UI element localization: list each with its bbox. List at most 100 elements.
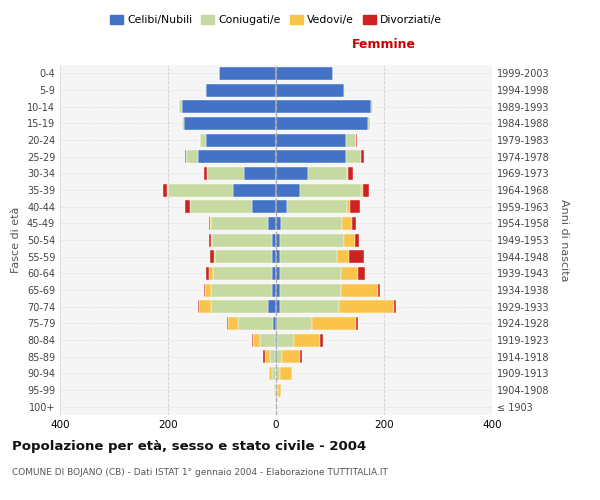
Bar (211, 284, 272, 296)
Bar (356, 134, 357, 146)
Bar (276, 150, 346, 163)
Bar (295, 334, 320, 346)
Bar (198, 300, 199, 313)
Bar (253, 334, 260, 346)
Bar (280, 284, 341, 296)
Legend: Celibi/Nubili, Coniugati/e, Vedovi/e, Divorziati/e: Celibi/Nubili, Coniugati/e, Vedovi/e, Di… (106, 10, 446, 29)
Bar (269, 350, 275, 363)
Bar (341, 267, 358, 280)
Bar (342, 217, 352, 230)
Text: Popolazione per età, sesso e stato civile - 2004: Popolazione per età, sesso e stato civil… (12, 440, 366, 453)
Bar (268, 300, 276, 313)
Bar (276, 134, 346, 146)
Bar (346, 134, 356, 146)
Bar (341, 284, 377, 296)
Bar (394, 300, 397, 313)
Bar (203, 284, 205, 296)
Bar (211, 217, 268, 230)
Bar (275, 400, 276, 413)
Bar (352, 217, 356, 230)
Bar (276, 350, 277, 363)
Bar (204, 167, 207, 180)
Bar (252, 334, 253, 346)
Bar (277, 350, 283, 363)
Bar (185, 150, 186, 163)
Bar (214, 267, 272, 280)
Bar (277, 334, 295, 346)
Bar (272, 267, 276, 280)
Bar (269, 367, 272, 380)
Bar (214, 250, 215, 263)
Bar (276, 234, 280, 246)
Bar (276, 267, 280, 280)
Bar (233, 184, 276, 196)
Bar (356, 317, 358, 330)
Bar (280, 250, 337, 263)
Bar (364, 184, 369, 196)
Bar (377, 284, 380, 296)
Y-axis label: Fasce di età: Fasce di età (11, 207, 21, 273)
Bar (287, 200, 347, 213)
Bar (272, 284, 276, 296)
Text: Femmine: Femmine (352, 38, 416, 51)
Bar (320, 334, 323, 346)
Bar (200, 134, 206, 146)
Bar (347, 200, 350, 213)
Bar (276, 317, 277, 330)
Bar (278, 384, 281, 396)
Bar (280, 367, 292, 380)
Bar (276, 300, 280, 313)
Bar (220, 67, 276, 80)
Bar (163, 184, 167, 196)
Bar (371, 100, 373, 113)
Bar (206, 134, 276, 146)
Bar (182, 117, 184, 130)
Bar (272, 234, 276, 246)
Bar (276, 117, 368, 130)
Bar (275, 334, 276, 346)
Bar (275, 350, 276, 363)
Bar (260, 334, 275, 346)
Bar (346, 150, 361, 163)
Bar (272, 367, 276, 380)
Bar (186, 150, 198, 163)
Bar (263, 350, 265, 363)
Bar (361, 150, 364, 163)
Bar (207, 167, 244, 180)
Bar (168, 184, 233, 196)
Bar (206, 84, 276, 96)
Bar (205, 284, 211, 296)
Bar (276, 384, 278, 396)
Bar (268, 217, 276, 230)
Bar (368, 117, 370, 130)
Bar (205, 84, 206, 96)
Bar (276, 400, 277, 413)
Bar (209, 250, 214, 263)
Bar (206, 267, 209, 280)
Bar (300, 350, 302, 363)
Bar (182, 100, 276, 113)
Bar (276, 184, 301, 196)
Bar (344, 234, 355, 246)
Bar (211, 300, 268, 313)
Bar (347, 167, 349, 180)
Bar (209, 234, 211, 246)
Bar (209, 267, 214, 280)
Bar (280, 234, 344, 246)
Bar (343, 84, 344, 96)
Bar (215, 250, 272, 263)
Bar (227, 317, 229, 330)
Bar (337, 250, 349, 263)
Bar (229, 317, 238, 330)
Bar (212, 234, 272, 246)
Bar (179, 100, 182, 113)
Bar (272, 250, 276, 263)
Bar (198, 150, 276, 163)
Bar (276, 67, 332, 80)
Bar (276, 367, 280, 380)
Bar (252, 200, 276, 213)
Bar (280, 300, 338, 313)
Bar (184, 117, 276, 130)
Bar (210, 217, 211, 230)
Bar (276, 250, 280, 263)
